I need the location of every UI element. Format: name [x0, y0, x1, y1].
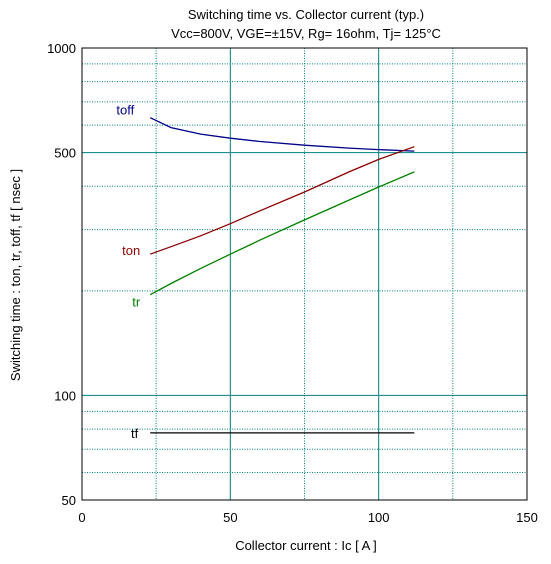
x-tick-label: 100 — [368, 510, 390, 525]
series-lines — [149, 117, 415, 434]
series-labels: toff ton tr tf — [116, 103, 141, 441]
series-line-tr — [149, 171, 415, 296]
y-tick-label: 100 — [54, 388, 76, 403]
series-line-toff — [149, 117, 415, 152]
series-line-ton — [149, 146, 415, 255]
chart-subtitle: Vcc=800V, VGE=±15V, Rg= 16ohm, Tj= 125°C — [171, 26, 441, 41]
series-label-tr: tr — [132, 295, 141, 310]
grid — [82, 48, 527, 500]
x-tick-label: 150 — [516, 510, 538, 525]
y-tick-label: 500 — [54, 146, 76, 161]
y-tick-label: 1000 — [47, 41, 76, 56]
x-tick-label: 0 — [78, 510, 85, 525]
y-tick-label: 50 — [62, 493, 76, 508]
series-label-ton: ton — [122, 243, 140, 258]
x-tick-label: 50 — [223, 510, 237, 525]
series-label-tf: tf — [131, 426, 139, 441]
chart-title: Switching time vs. Collector current (ty… — [188, 7, 424, 22]
y-axis-label: Switching time : ton, tr, toff, tf [ nse… — [8, 169, 23, 381]
plot-frame — [81, 47, 528, 501]
series-label-toff: toff — [116, 103, 134, 118]
x-axis-label: Collector current : Ic [ A ] — [235, 538, 377, 553]
